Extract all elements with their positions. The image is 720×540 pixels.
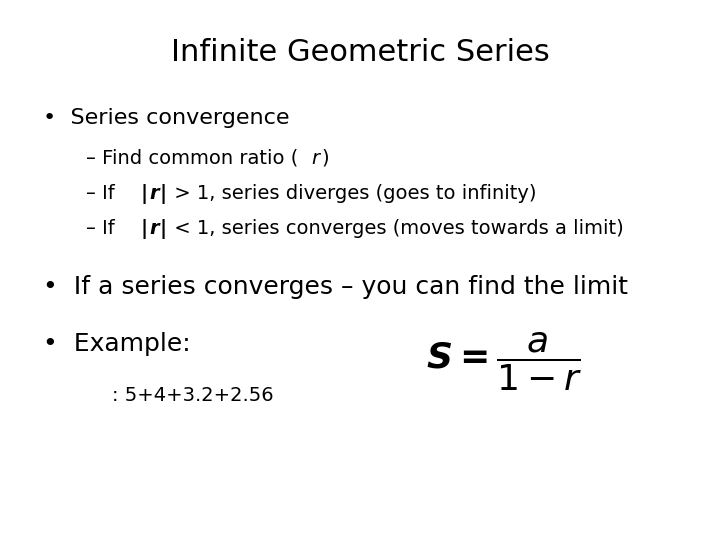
Text: |: | xyxy=(160,184,167,204)
Text: ): ) xyxy=(322,148,330,167)
Text: < 1, series converges (moves towards a limit): < 1, series converges (moves towards a l… xyxy=(168,219,624,238)
Text: •  If a series converges – you can find the limit: • If a series converges – you can find t… xyxy=(43,275,628,299)
Text: r: r xyxy=(312,148,320,167)
Text: – If: – If xyxy=(86,184,122,202)
Text: |: | xyxy=(140,219,148,239)
Text: |: | xyxy=(160,219,167,239)
Text: – If: – If xyxy=(86,219,122,238)
Text: |: | xyxy=(140,184,148,204)
Text: r: r xyxy=(150,184,159,202)
Text: $\boldsymbol{S = \dfrac{a}{1-r}}$: $\boldsymbol{S = \dfrac{a}{1-r}}$ xyxy=(426,330,582,393)
Text: – Find common ratio (: – Find common ratio ( xyxy=(86,148,299,167)
Text: > 1, series diverges (goes to infinity): > 1, series diverges (goes to infinity) xyxy=(168,184,537,202)
Text: : 5+4+3.2+2.56: : 5+4+3.2+2.56 xyxy=(112,386,273,405)
Text: r: r xyxy=(150,219,159,238)
Text: •  Series convergence: • Series convergence xyxy=(43,108,289,128)
Text: •  Example:: • Example: xyxy=(43,332,191,356)
Text: Infinite Geometric Series: Infinite Geometric Series xyxy=(171,38,549,67)
